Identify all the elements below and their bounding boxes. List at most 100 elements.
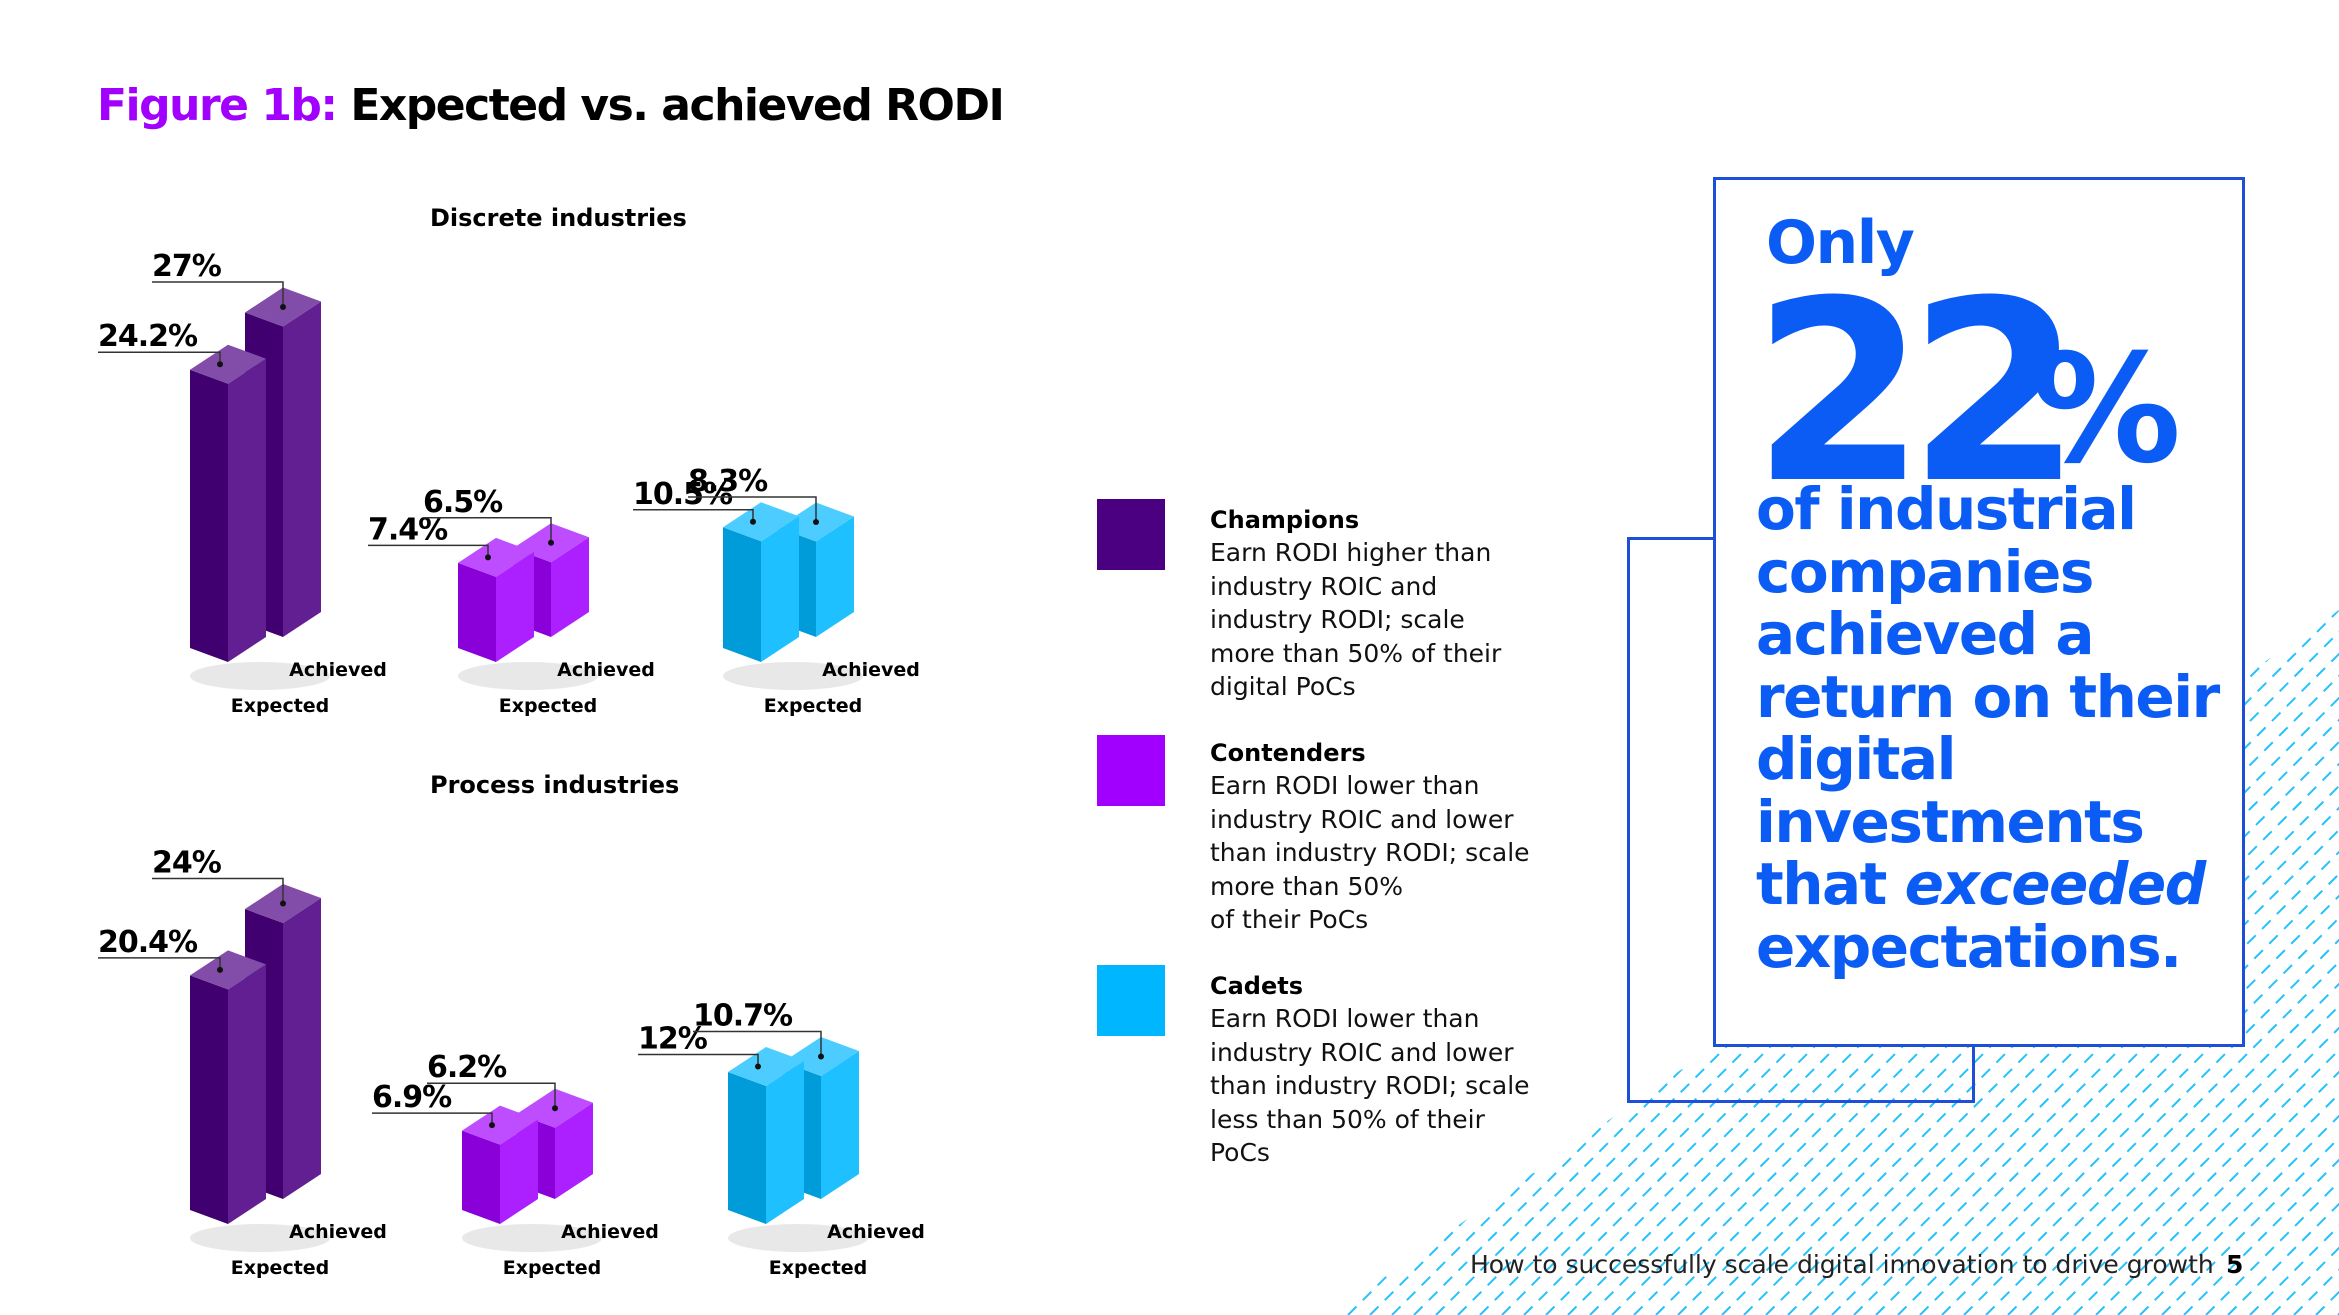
leader-dot-expected [750,518,756,525]
legend-name-cadets: Cadets [1210,972,1304,1000]
figure-label: Figure 1b: [97,80,338,131]
bar-expected-contenders-front [458,562,496,662]
bar-label-expected: Expected [764,695,863,717]
bar-expected-cadets-front [723,527,761,662]
bar-group-champions: Expected Achieved 24.2% 27% [98,249,387,717]
leader-line-achieved [688,496,817,523]
value-label-achieved: 10.7% [693,998,793,1033]
leader-dot-achieved [548,539,554,546]
leader-line-achieved [427,1082,556,1109]
leader-dot-expected [485,554,491,561]
bar-expected-contenders [458,537,534,662]
figure-title: Figure 1b: Expected vs. achieved RODI [97,80,1005,131]
bar-expected-champions-front [190,975,228,1224]
bar-label-expected: Expected [503,1257,602,1279]
chart-title: Discrete industries [430,204,687,232]
legend-desc-contenders: Earn RODI lower than industry ROIC and lo… [1210,771,1530,934]
bar-expected-contenders-top [462,1105,538,1145]
bar-shadow [458,662,598,690]
leader-dot-achieved [813,519,819,526]
bar-expected-cadets-side [766,1061,804,1224]
leader-line-expected [98,351,221,365]
hatch-line [1699,610,2339,1315]
bar-achieved-cadets-side [816,516,854,637]
legend-swatch-contenders [1097,735,1165,806]
bar-expected-champions [190,950,266,1224]
bar-achieved-cadets-side [821,1050,859,1199]
value-label-achieved: 6.2% [427,1050,507,1085]
leader-dot-expected [217,966,223,973]
bar-expected-cadets-side [761,516,799,662]
bar-group-contenders: Expected Achieved 6.9%6.2% [372,1050,659,1279]
leader-dot-achieved [280,900,286,907]
bar-shadow [462,1224,602,1252]
legend-swatch-champions [1097,499,1165,570]
bar-label-achieved: Achieved [561,1221,659,1243]
bar-label-achieved: Achieved [822,659,920,681]
chart-panel-1: Discrete industries Expected Achieved 24.2%… [98,204,920,717]
bar-label-achieved: Achieved [289,659,387,681]
leader-dot-expected [217,361,223,368]
legend-name-champions: Champions [1210,506,1360,534]
value-label-expected: 6.9% [372,1080,452,1115]
bar-label-expected: Expected [231,695,330,717]
callout-emphasis: exceeded [1904,850,2207,918]
leader-dot-expected [489,1122,495,1129]
bar-expected-champions-side [228,358,266,662]
leader-line-expected [368,544,489,558]
value-label-expected: 24.2% [98,319,198,354]
value-label-expected: 20.4% [98,925,198,960]
callout-only: Only [1766,208,1915,278]
page-number: 5 [2226,1250,2244,1279]
bar-expected-contenders [462,1105,538,1224]
bar-achieved-contenders-side [555,1102,593,1199]
bar-expected-cadets [723,502,799,662]
bar-label-achieved: Achieved [827,1221,925,1243]
leader-line-expected [638,1053,759,1067]
bar-expected-contenders-side [496,551,534,662]
bar-expected-contenders-top [458,537,534,577]
bar-label-expected: Expected [769,1257,868,1279]
bar-group-champions: Expected Achieved 20.4% 24% [98,846,387,1279]
bar-expected-cadets [728,1047,804,1224]
callout-percent: % [2031,323,2182,497]
value-label-expected: 12% [638,1022,708,1057]
bar-label-achieved: Achieved [289,1221,387,1243]
bar-expected-champions [190,344,266,662]
bar-expected-cadets-top [728,1047,804,1086]
leader-line-expected [633,509,754,522]
bar-group-cadets: Expected Achieved 12%10.7% [638,998,925,1279]
bar-expected-champions-top [190,344,266,384]
value-label-achieved: 6.5% [423,485,503,520]
bar-group-cadets: Expected Achieved 10.5%8.3% [633,464,920,717]
legend-swatch-cadets [1097,965,1165,1036]
bar-expected-contenders-front [462,1130,500,1224]
legend-desc-champions: Earn RODI higher than industry ROIC and in… [1210,538,1502,701]
hatch-line [1677,610,2339,1315]
bar-shadow [190,662,330,690]
bar-label-expected: Expected [499,695,598,717]
callout-box: Only 22 % of industrial companies achiev… [1713,177,2245,1047]
leader-dot-achieved [818,1053,824,1060]
chart-title: Process industries [430,771,679,799]
figure-title-text: Expected vs. achieved RODI [350,80,1005,131]
footer-text: How to successfully scale digital innova… [1470,1250,2214,1279]
leader-dot-achieved [280,304,286,310]
leader-line-achieved [693,1030,822,1057]
leader-line-achieved [152,281,284,307]
legend-desc-cadets: Earn RODI lower than industry ROIC and lo… [1210,1004,1530,1167]
leader-dot-achieved [552,1105,558,1112]
leader-line-achieved [423,517,552,543]
bar-achieved-champions-side [283,898,321,1199]
hatch-line [1721,610,2339,1315]
chart-panel-2: Process industries Expected Achieved 20.4% 2… [98,771,925,1279]
bar-shadow [728,1224,868,1252]
bar-shadow [723,662,863,690]
leader-dot-expected [755,1063,761,1070]
value-label-achieved: 24% [152,846,222,881]
bar-label-expected: Expected [231,1257,330,1279]
callout-text: of industrial companies achieved a retur… [1756,475,2220,981]
bar-expected-champions-side [228,964,266,1224]
leader-line-expected [372,1112,493,1126]
value-label-achieved: 27% [152,249,222,284]
